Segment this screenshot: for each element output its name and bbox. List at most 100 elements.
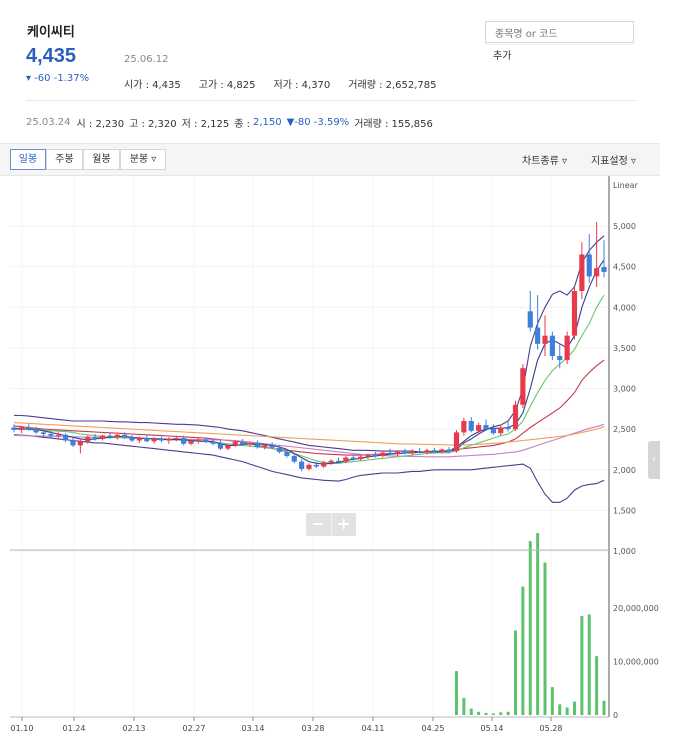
price-tick: 4,500 — [613, 263, 636, 272]
candle-body — [527, 311, 533, 328]
tab-daily[interactable]: 일봉 — [10, 149, 46, 170]
hover-date: 25.03.24 — [26, 117, 71, 128]
volume-bar — [484, 712, 488, 715]
volume-bar — [506, 711, 510, 715]
candle-body — [85, 437, 91, 442]
candle-body — [210, 442, 216, 444]
volume-bar — [558, 704, 562, 715]
candle-body — [55, 434, 61, 436]
candle-body — [18, 427, 24, 430]
volume-bar — [565, 707, 569, 715]
candle-body — [114, 434, 120, 438]
volume-bar — [536, 533, 540, 715]
candle-body — [173, 438, 179, 440]
volume-bars — [455, 533, 606, 715]
candle-body — [409, 451, 415, 454]
volume-bar — [580, 616, 584, 715]
candle-body — [520, 368, 526, 405]
candle-body — [358, 456, 364, 460]
zoom-out-button[interactable]: − — [311, 514, 325, 533]
volume-bar — [514, 630, 517, 715]
chart-type-dropdown[interactable]: 차트종류 ▿ — [522, 156, 567, 167]
indicator-line — [13, 422, 605, 446]
candle-body — [99, 435, 106, 439]
candle-body — [417, 451, 423, 453]
hover-close: 2,150 — [252, 117, 282, 128]
candle-body — [166, 438, 172, 441]
date-tick: 01.24 — [63, 724, 86, 733]
zoom-controls: − + — [306, 513, 356, 536]
quote-date: 25.06.12 — [124, 54, 169, 65]
chart-grid — [10, 176, 609, 717]
candle-body — [269, 445, 275, 448]
date-tick: 04.11 — [362, 724, 385, 733]
stock-search-input[interactable] — [485, 21, 634, 43]
current-price: 4,435 — [26, 45, 77, 67]
price-tick: 3,000 — [613, 385, 636, 394]
candle-body — [306, 464, 312, 469]
hover-low: 저 : 2,125 — [181, 119, 230, 130]
search-divider — [485, 44, 634, 45]
candle-body — [70, 440, 76, 446]
date-tick: 02.13 — [123, 724, 146, 733]
date-tick: 03.14 — [242, 724, 265, 733]
candle-body — [158, 438, 165, 441]
candle-body — [335, 460, 342, 462]
candle-body — [394, 451, 401, 455]
volume-bar — [521, 586, 525, 715]
candle-body — [549, 335, 555, 356]
candle-body — [321, 462, 327, 467]
candlesticks — [11, 221, 607, 472]
candle-body — [11, 427, 17, 430]
price-change: ▾ -60 -1.37% — [26, 73, 90, 84]
candle-body — [195, 439, 201, 442]
volume-tick: 0 — [613, 711, 618, 720]
price-tick: 1,000 — [613, 547, 636, 556]
candle-body — [476, 425, 482, 431]
volume-bar — [528, 541, 532, 715]
tab-weekly[interactable]: 주봉 — [46, 149, 83, 170]
side-panel-toggle[interactable]: ‹ — [648, 441, 660, 479]
date-tick: 03.28 — [302, 724, 325, 733]
tab-monthly[interactable]: 월봉 — [83, 149, 120, 170]
candle-body — [313, 464, 319, 467]
candle-body — [601, 267, 607, 272]
indicator-lines — [13, 235, 605, 503]
price-tick: 3,500 — [613, 344, 636, 353]
quote-info-row: 시가 : 4,435 고가 : 4,825 저가 : 4,370 거래량 : 2… — [124, 76, 437, 91]
volume-bar — [543, 562, 547, 715]
candle-body — [181, 438, 187, 444]
hover-high: 고 : 2,320 — [129, 119, 177, 130]
candle-body — [424, 450, 430, 453]
candle-body — [453, 432, 460, 452]
tab-minute[interactable]: 분봉 ▿ — [120, 149, 166, 170]
candle-body — [380, 452, 386, 456]
date-tick: 05.14 — [481, 724, 504, 733]
candle-body — [240, 442, 246, 445]
zoom-in-button[interactable]: + — [330, 513, 357, 536]
candle-body — [151, 438, 157, 442]
volume-bar — [550, 687, 554, 715]
hover-quote-row: 25.03.24 시 : 2,230 고 : 2,320 저 : 2,125 종… — [26, 115, 438, 130]
candle-body — [439, 449, 445, 452]
candle-body — [299, 461, 305, 469]
add-stock-button[interactable]: 추가 — [493, 51, 512, 62]
open-price: 시가 : 4,435 — [124, 80, 181, 91]
hover-close-label: 종 : — [234, 119, 250, 130]
hover-volume: 거래량 : 155,856 — [354, 119, 433, 130]
indicator-settings-dropdown[interactable]: 지표설정 ▿ — [591, 156, 636, 167]
candle-body — [33, 429, 39, 433]
candle-body — [203, 439, 209, 443]
candle-body — [468, 421, 474, 431]
candle-body — [144, 438, 150, 442]
volume-bar — [469, 708, 473, 715]
volume-bar — [477, 711, 481, 715]
candle-body — [328, 460, 334, 463]
candle-body — [372, 455, 378, 457]
candle-body — [594, 268, 600, 277]
volume-bar — [491, 713, 495, 715]
stock-name: 케이씨티 — [27, 25, 75, 40]
candle-body — [350, 457, 356, 460]
stock-chart[interactable]: Linear 5,000 4,500 4,000 3,500 3,000 2,500 2,0… — [0, 176, 660, 743]
date-tick: 05.28 — [540, 724, 563, 733]
